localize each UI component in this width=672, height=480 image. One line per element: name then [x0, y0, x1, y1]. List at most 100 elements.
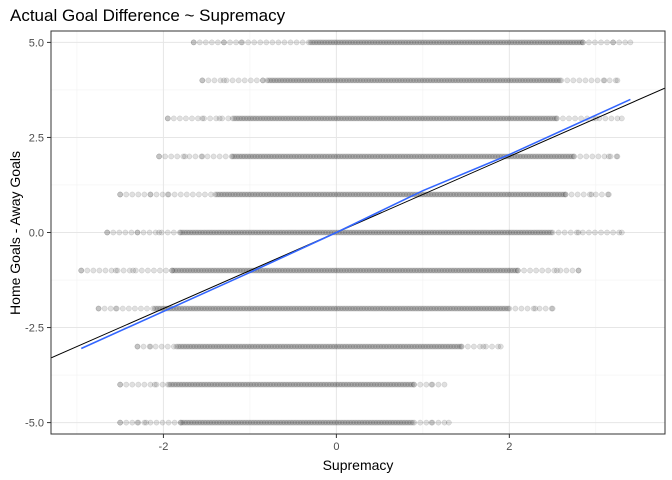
data-point — [377, 267, 384, 274]
data-point — [275, 229, 282, 236]
data-point — [357, 39, 364, 46]
data-point — [259, 153, 266, 160]
data-point — [183, 267, 189, 274]
data-point — [380, 39, 387, 46]
data-point — [533, 39, 540, 46]
data-point — [394, 229, 400, 236]
data-point — [601, 77, 608, 84]
data-point — [618, 229, 625, 236]
data-point — [334, 153, 340, 160]
data-point — [414, 153, 421, 160]
data-point — [273, 77, 280, 84]
data-point — [287, 39, 294, 46]
data-point — [229, 153, 236, 160]
data-point — [505, 77, 512, 84]
data-point — [268, 267, 275, 274]
data-point — [409, 77, 415, 84]
data-point — [156, 153, 162, 160]
data-point — [560, 115, 566, 122]
data-point — [310, 191, 317, 198]
data-point — [199, 153, 206, 160]
data-point — [319, 191, 326, 198]
data-point — [616, 39, 623, 46]
data-point — [169, 267, 175, 274]
data-point — [252, 229, 259, 236]
data-point — [327, 115, 334, 122]
data-point — [132, 305, 138, 312]
data-point — [235, 115, 242, 122]
data-point — [344, 115, 351, 122]
data-point — [407, 77, 414, 84]
data-point — [159, 381, 166, 388]
data-point — [352, 115, 359, 122]
data-point — [261, 267, 267, 274]
data-point — [570, 77, 577, 84]
data-point — [453, 39, 460, 46]
data-point — [561, 39, 568, 46]
data-point — [220, 191, 226, 198]
data-point — [221, 191, 228, 198]
data-point — [414, 39, 421, 46]
data-point — [511, 115, 518, 122]
data-point — [421, 39, 427, 46]
data-point — [135, 191, 142, 198]
data-point — [520, 229, 527, 236]
data-point — [272, 77, 278, 84]
data-point — [223, 267, 230, 274]
data-point — [376, 153, 382, 160]
data-point — [488, 77, 495, 84]
data-point — [554, 191, 561, 198]
data-point — [473, 191, 480, 198]
data-point — [414, 115, 421, 122]
data-point — [511, 191, 518, 198]
data-point — [172, 267, 179, 274]
data-point — [567, 153, 574, 160]
data-point — [343, 115, 350, 122]
data-point — [359, 77, 365, 84]
data-point — [512, 305, 519, 312]
data-point — [301, 153, 308, 160]
data-point — [196, 229, 203, 236]
data-point — [253, 153, 259, 160]
data-point — [394, 39, 401, 46]
data-point — [199, 77, 206, 84]
data-point — [165, 419, 172, 426]
data-point — [534, 115, 541, 122]
data-point — [453, 191, 460, 198]
data-point — [557, 267, 564, 274]
data-point — [570, 39, 577, 46]
data-point — [397, 191, 404, 198]
data-point — [382, 153, 388, 160]
data-point — [445, 229, 452, 236]
data-point — [208, 191, 214, 198]
data-point — [472, 39, 479, 46]
data-point — [315, 115, 322, 122]
data-point — [483, 39, 490, 46]
data-point — [416, 39, 423, 46]
data-point — [334, 77, 341, 84]
data-point — [341, 191, 348, 198]
data-point — [302, 229, 309, 236]
data-point — [313, 229, 319, 236]
data-point — [536, 191, 542, 198]
data-point — [500, 191, 507, 198]
data-point — [372, 39, 379, 46]
data-point — [436, 191, 443, 198]
data-point — [393, 39, 399, 46]
data-point — [340, 77, 347, 84]
data-point — [533, 77, 540, 84]
data-point — [570, 153, 577, 160]
data-point — [535, 77, 541, 84]
data-point — [402, 153, 409, 160]
data-point — [308, 191, 315, 198]
data-point — [351, 267, 358, 274]
data-point — [564, 39, 571, 46]
data-point — [132, 267, 139, 274]
data-point — [326, 39, 332, 46]
data-point — [568, 191, 575, 198]
data-point — [499, 115, 505, 122]
data-point — [390, 115, 396, 122]
data-point — [546, 229, 553, 236]
data-point — [580, 39, 586, 46]
y-tick-label: 0.0 — [29, 228, 44, 240]
